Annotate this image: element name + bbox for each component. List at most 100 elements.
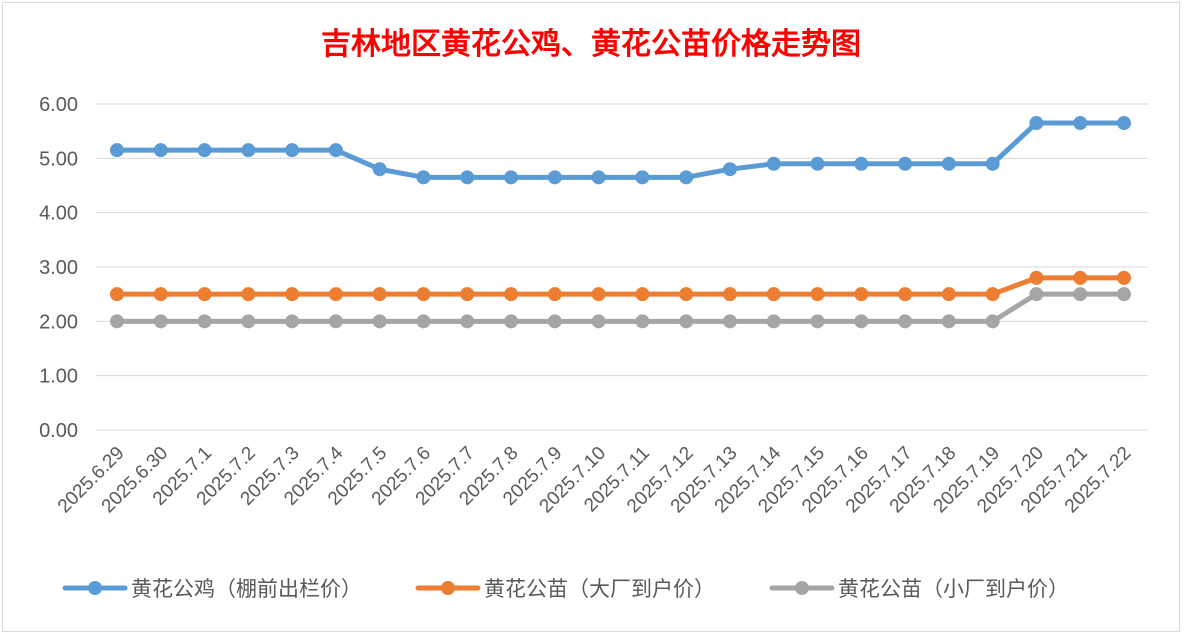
data-point: [635, 170, 650, 185]
data-point: [110, 143, 124, 158]
data-point: [898, 156, 913, 171]
data-point: [941, 287, 956, 302]
data-point: [591, 170, 606, 185]
legend-label: 黄花公苗（大厂到户价）: [484, 577, 715, 601]
chart-title: 吉林地区黄花公鸡、黄花公苗价格走势图: [321, 27, 861, 62]
data-point: [241, 287, 256, 302]
data-point: [1117, 287, 1131, 302]
grid-lines: [96, 103, 1148, 431]
data-point: [504, 287, 519, 302]
data-point: [679, 170, 694, 185]
data-point: [1117, 270, 1131, 285]
data-point: [766, 314, 781, 329]
data-point: [460, 170, 475, 185]
data-point: [766, 287, 781, 302]
data-point: [1073, 287, 1088, 302]
data-point: [1073, 116, 1088, 131]
data-point: [153, 287, 168, 302]
data-point: [941, 156, 956, 171]
data-point: [285, 287, 300, 302]
series-line: [114, 291, 1127, 324]
data-point: [985, 156, 1000, 171]
data-point: [241, 143, 256, 158]
data-point: [241, 314, 256, 329]
legend-label: 黄花公苗（小厂到户价）: [838, 577, 1069, 601]
data-point: [635, 314, 650, 329]
data-point: [679, 314, 694, 329]
series-3: [110, 287, 1131, 329]
y-tick-label: 3.00: [39, 257, 78, 279]
data-point: [635, 287, 650, 302]
legend-swatch-marker: [88, 581, 102, 595]
data-point: [328, 143, 343, 158]
data-point: [810, 314, 825, 329]
legend-item: 黄花公苗（大厂到户价）: [415, 577, 715, 601]
y-tick-label: 4.00: [39, 203, 78, 225]
data-point: [416, 170, 431, 185]
data-point: [153, 143, 168, 158]
data-point: [285, 143, 300, 158]
series-line: [114, 120, 1127, 180]
data-point: [153, 314, 168, 329]
data-point: [722, 287, 737, 302]
data-point: [110, 314, 124, 329]
data-point: [898, 314, 913, 329]
data-point: [941, 314, 956, 329]
data-point: [372, 287, 387, 302]
data-point: [1029, 270, 1044, 285]
data-point: [110, 287, 124, 302]
data-point: [285, 314, 300, 329]
data-point: [854, 314, 869, 329]
y-tick-label: 1.00: [39, 366, 78, 388]
data-point: [328, 314, 343, 329]
data-point: [1029, 116, 1044, 131]
data-point: [766, 156, 781, 171]
data-point: [722, 314, 737, 329]
y-tick-label: 0.00: [39, 420, 78, 442]
data-point: [898, 287, 913, 302]
data-point: [197, 314, 212, 329]
y-tick-label: 6.00: [39, 94, 78, 116]
data-point: [372, 314, 387, 329]
data-point: [810, 287, 825, 302]
data-point: [547, 314, 562, 329]
legend-label: 黄花公鸡（棚前出栏价）: [131, 577, 362, 601]
data-point: [460, 314, 475, 329]
data-point: [854, 156, 869, 171]
data-point: [197, 143, 212, 158]
data-point: [591, 314, 606, 329]
data-point: [1073, 270, 1088, 285]
legend-item: 黄花公鸡（棚前出栏价）: [62, 577, 362, 601]
x-axis-ticks: 2025.6.292025.6.302025.7.12025.7.22025.7…: [54, 442, 1136, 517]
data-point: [504, 170, 519, 185]
data-point: [679, 287, 694, 302]
data-point: [416, 287, 431, 302]
data-point: [810, 156, 825, 171]
y-tick-label: 2.00: [39, 311, 78, 333]
legend-swatch-marker: [795, 581, 809, 595]
data-point: [372, 162, 387, 177]
data-point: [547, 287, 562, 302]
data-point: [416, 314, 431, 329]
series-2: [110, 270, 1131, 302]
legend-swatch-marker: [441, 581, 455, 595]
series-1: [110, 116, 1131, 185]
y-tick-label: 5.00: [39, 148, 78, 170]
data-point: [985, 314, 1000, 329]
data-point: [460, 287, 475, 302]
data-point: [197, 287, 212, 302]
legend: 黄花公鸡（棚前出栏价） 黄花公苗（大厂到户价） 黄花公苗（小厂到户价）: [62, 577, 1069, 601]
data-point: [854, 287, 869, 302]
data-point: [591, 287, 606, 302]
y-axis-ticks: 0.00 1.00 2.00 3.00 4.00 5.00 6.00: [39, 94, 78, 442]
data-point: [328, 287, 343, 302]
data-point: [722, 162, 737, 177]
series-line: [114, 275, 1127, 297]
data-point: [985, 287, 1000, 302]
data-point: [1029, 287, 1044, 302]
legend-item: 黄花公苗（小厂到户价）: [769, 577, 1069, 601]
data-point: [1117, 116, 1131, 131]
data-point: [504, 314, 519, 329]
